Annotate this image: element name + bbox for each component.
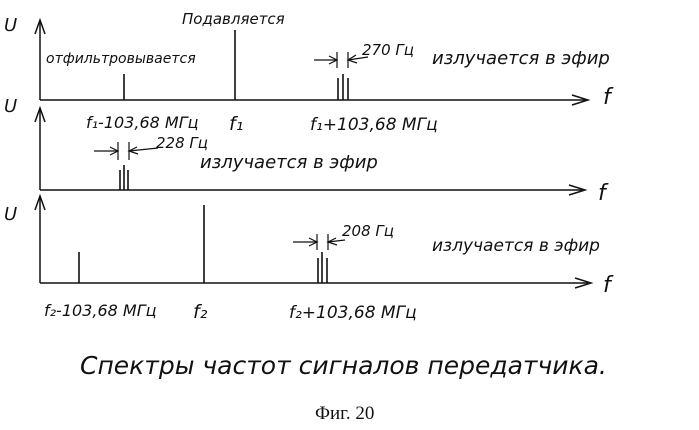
panel3-x-axis-label: f xyxy=(603,273,614,298)
panel3-label-emitted: излучается в эфир xyxy=(432,236,600,256)
panel1-y-axis-label: U xyxy=(4,15,17,36)
panel-1: U f Подавляется отфильтровывается 270 Гц… xyxy=(4,10,614,135)
panel-3: U f 208 Гц излучается в эфир f₂-103,68 М… xyxy=(4,193,614,323)
panel3-bandwidth-marker xyxy=(293,234,346,250)
panel-2: U f 228 Гц излучается в эфир xyxy=(4,96,609,206)
panel2-line-group xyxy=(119,165,129,190)
panel1-tick-center: f₁ xyxy=(229,113,243,135)
panel3-tick-center: f₂ xyxy=(193,301,208,323)
panel1-tick-right: f₁+103,68 МГц xyxy=(310,115,438,135)
panel3-x-axis-arrow xyxy=(574,277,594,289)
panel1-label-filtered: отфильтровывается xyxy=(46,51,196,67)
panel1-line-group-upper xyxy=(337,74,349,100)
figure-label: Фиг. 20 xyxy=(315,403,374,424)
panel1-label-suppressed: Подавляется xyxy=(182,10,285,28)
panel2-x-axis-arrow xyxy=(568,184,588,196)
handwritten-caption: Спектры частот сигналов передатчика. xyxy=(80,351,607,380)
panel2-y-axis-arrow xyxy=(34,105,46,123)
panel1-x-axis-arrow xyxy=(571,94,591,106)
panel2-bandwidth-marker xyxy=(94,142,159,160)
panel2-label-bandwidth: 228 Гц xyxy=(156,134,208,152)
panel3-tick-right: f₂+103,68 МГц xyxy=(289,303,417,323)
panel3-label-bandwidth: 208 Гц xyxy=(342,222,394,240)
panel2-y-axis-label: U xyxy=(4,96,17,117)
panel1-y-axis-arrow xyxy=(34,17,46,35)
panel1-label-bandwidth: 270 Гц xyxy=(362,41,414,59)
panel2-x-axis-label: f xyxy=(598,181,609,206)
panel3-line-group-upper xyxy=(317,252,328,283)
panel1-tick-left: f₁-103,68 МГц xyxy=(86,113,199,132)
panel3-tick-left: f₂-103,68 МГц xyxy=(44,301,157,320)
panel1-bandwidth-marker xyxy=(314,52,369,68)
panel3-y-axis-arrow xyxy=(34,193,46,211)
panel1-x-axis-label: f xyxy=(603,85,614,110)
panel3-y-axis-label: U xyxy=(4,204,17,225)
panel1-label-emitted: излучается в эфир xyxy=(432,48,610,69)
panel2-label-emitted: излучается в эфир xyxy=(200,152,378,173)
